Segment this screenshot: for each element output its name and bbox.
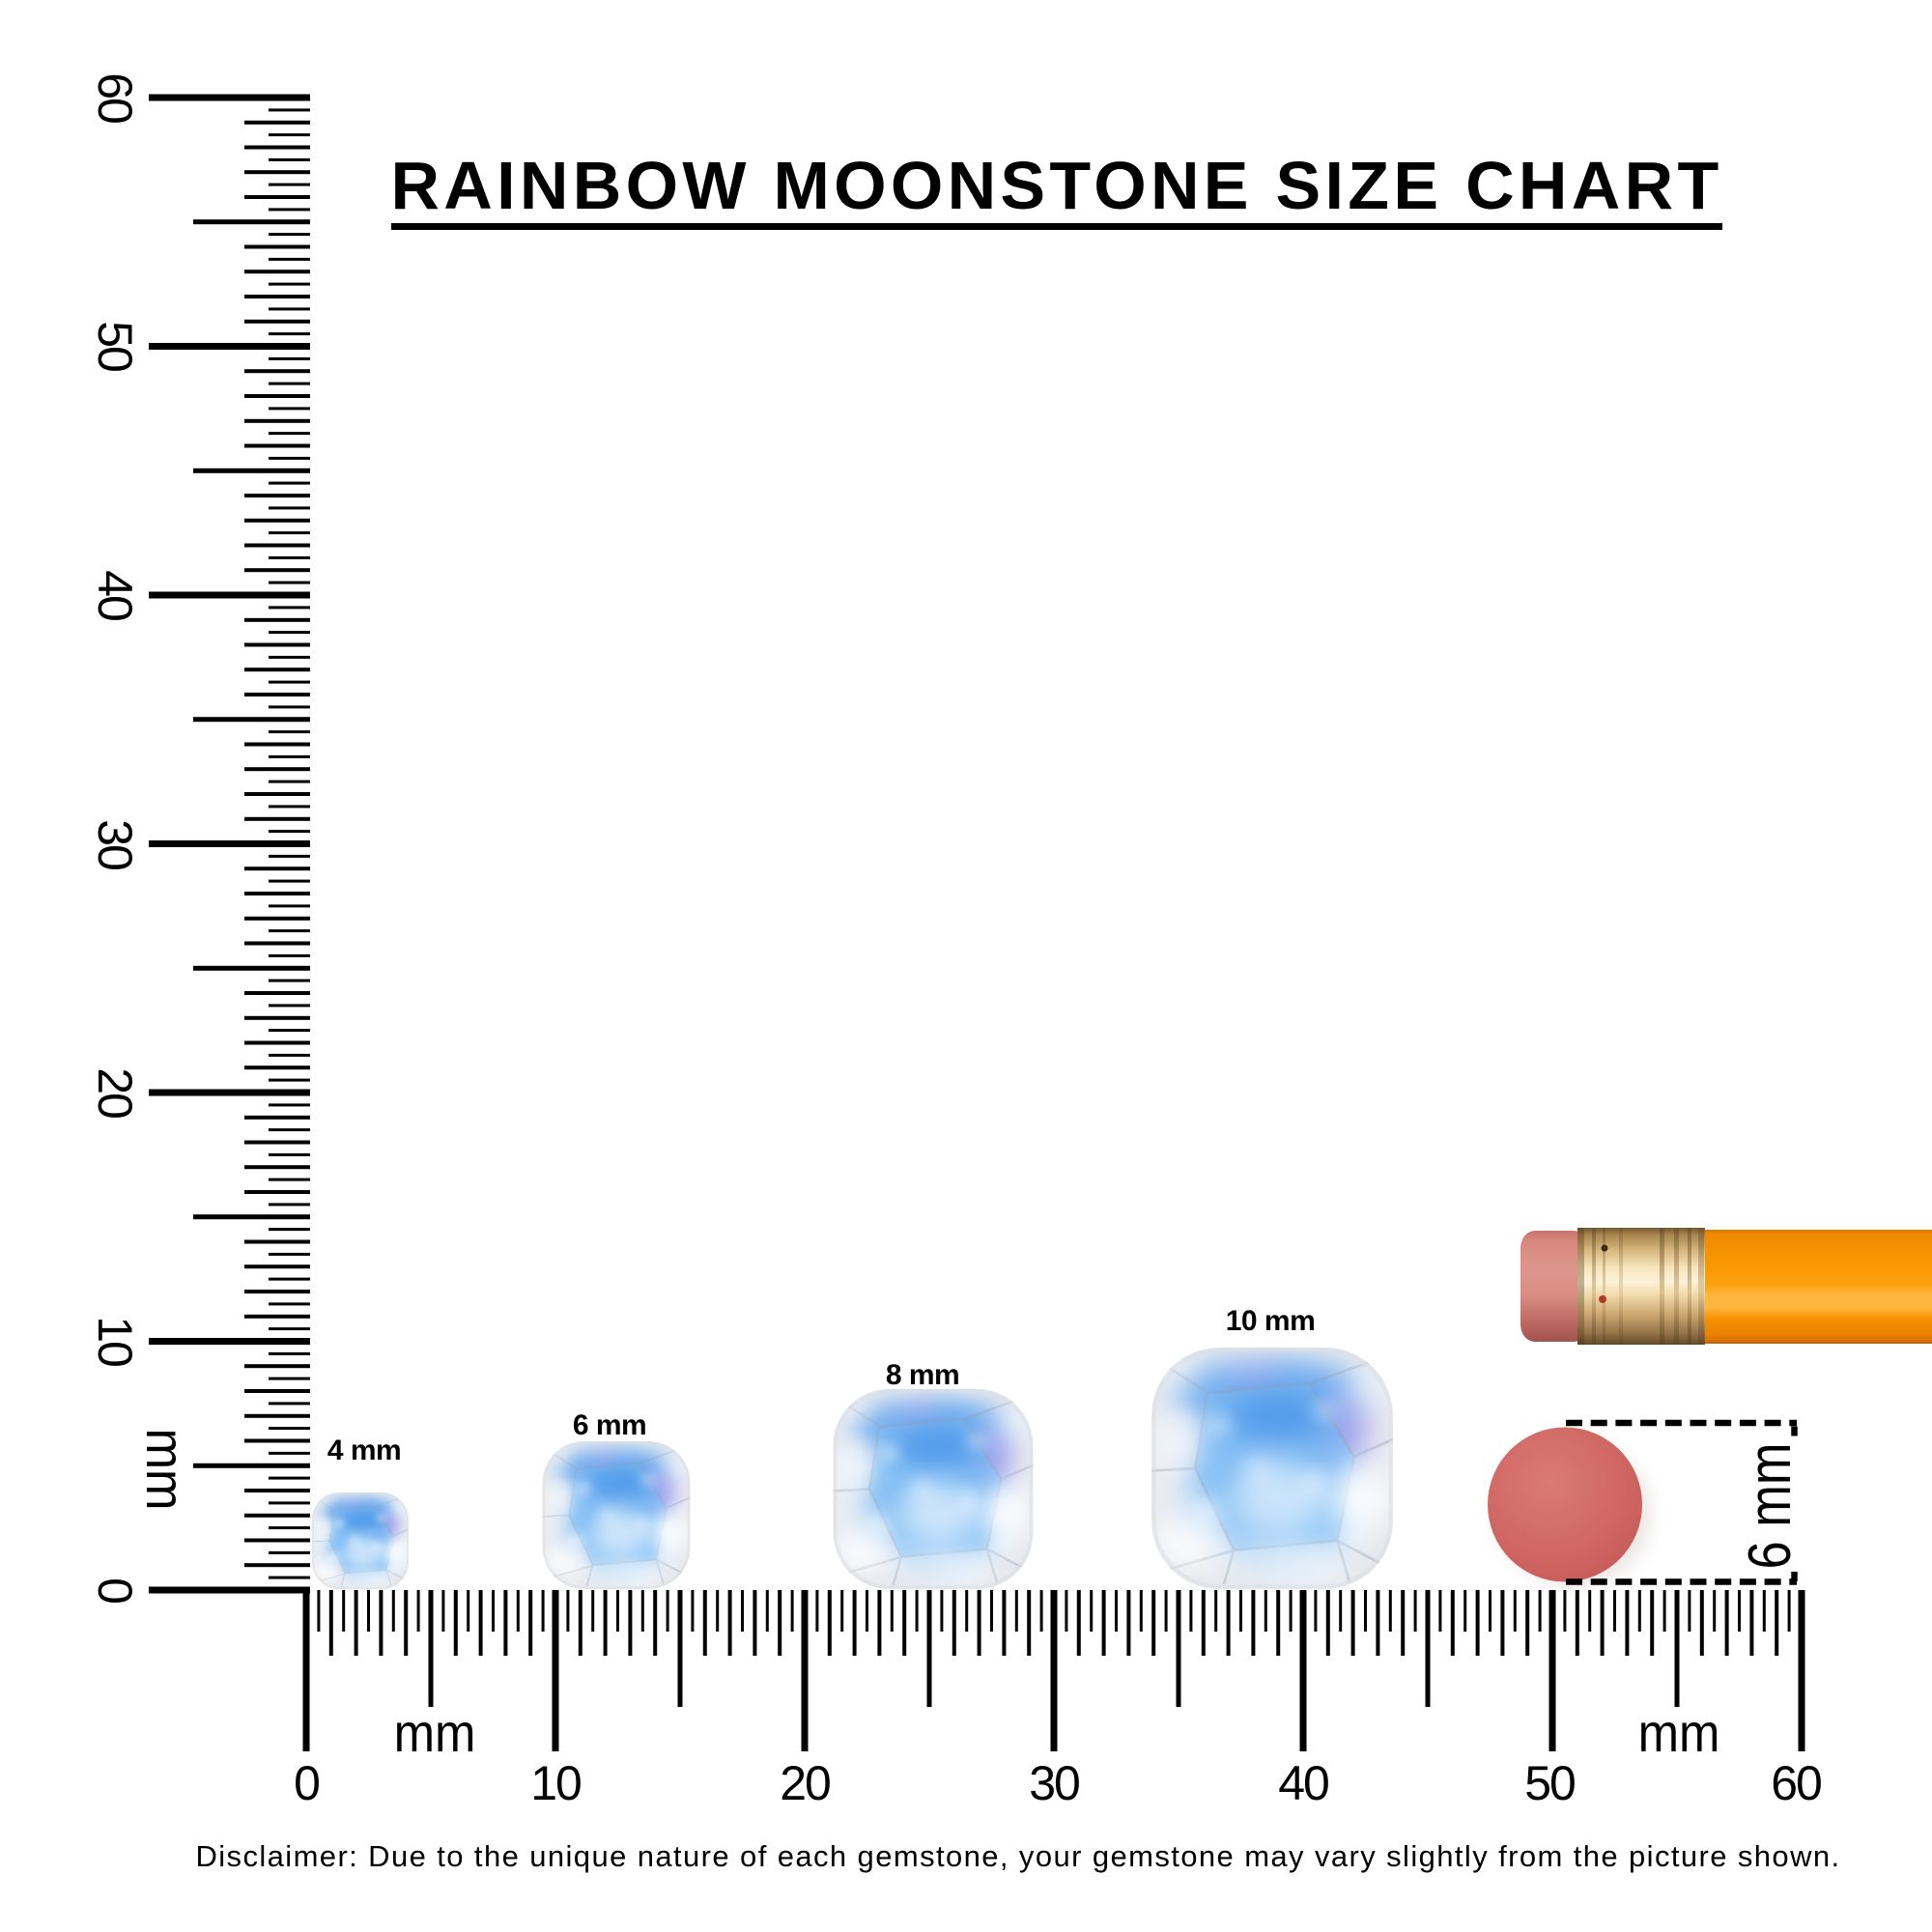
svg-text:30: 30	[88, 819, 142, 869]
svg-text:40: 40	[88, 570, 142, 620]
svg-text:mm: mm	[1638, 1704, 1720, 1764]
svg-text:mm: mm	[394, 1704, 476, 1764]
svg-text:6 mm: 6 mm	[1737, 1443, 1804, 1570]
svg-text:60: 60	[1771, 1756, 1821, 1810]
svg-text:Disclaimer: Due to the unique: Disclaimer: Due to the unique nature of …	[195, 1839, 1840, 1873]
svg-text:20: 20	[780, 1756, 830, 1810]
svg-text:0: 0	[294, 1756, 319, 1810]
svg-text:30: 30	[1029, 1756, 1079, 1810]
svg-text:8 mm: 8 mm	[886, 1359, 959, 1391]
svg-text:10: 10	[88, 1316, 142, 1366]
svg-text:mm: mm	[134, 1429, 194, 1511]
svg-text:4 mm: 4 mm	[327, 1435, 401, 1466]
svg-text:60: 60	[88, 72, 142, 123]
svg-text:RAINBOW MOONSTONE SIZE CHART: RAINBOW MOONSTONE SIZE CHART	[390, 148, 1722, 223]
svg-text:50: 50	[1524, 1756, 1575, 1810]
svg-text:10: 10	[530, 1756, 581, 1810]
svg-text:40: 40	[1278, 1756, 1328, 1810]
svg-text:20: 20	[88, 1067, 142, 1118]
svg-text:6 mm: 6 mm	[573, 1409, 646, 1441]
svg-text:0: 0	[88, 1577, 142, 1603]
svg-text:10 mm: 10 mm	[1226, 1305, 1316, 1337]
svg-text:50: 50	[88, 321, 142, 371]
